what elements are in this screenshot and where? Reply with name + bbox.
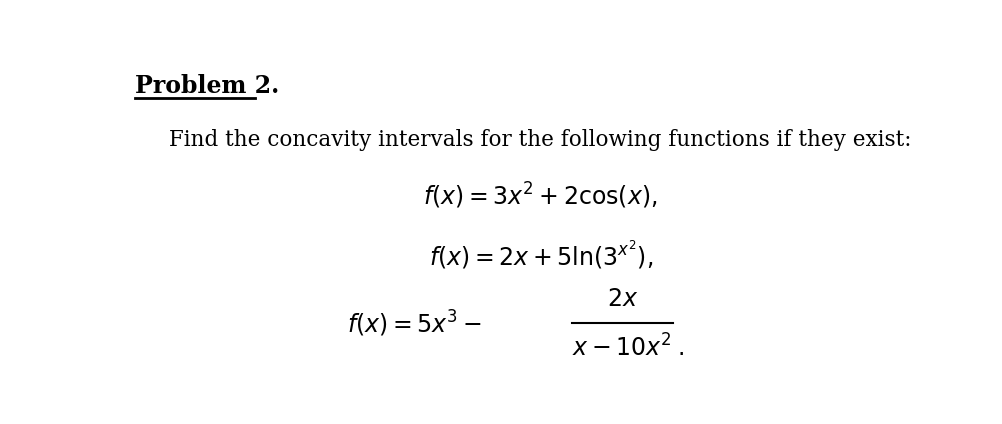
Text: $f(x) = 5x^3 -$: $f(x) = 5x^3 -$ [348,308,483,339]
Text: Find the concavity intervals for the following functions if they exist:: Find the concavity intervals for the fol… [169,129,912,151]
Text: $f(x) = 3x^2 + 2\cos(x),$: $f(x) = 3x^2 + 2\cos(x),$ [424,181,658,211]
Text: $.$: $.$ [676,336,683,360]
Text: Problem 2.: Problem 2. [134,74,279,98]
Text: $f(x) = 2x + 5\ln\!\left(3^{x^2}\right),$: $f(x) = 2x + 5\ln\!\left(3^{x^2}\right),… [429,239,653,271]
Text: $2x$: $2x$ [606,287,638,311]
Text: $x - 10x^2$: $x - 10x^2$ [572,335,672,362]
